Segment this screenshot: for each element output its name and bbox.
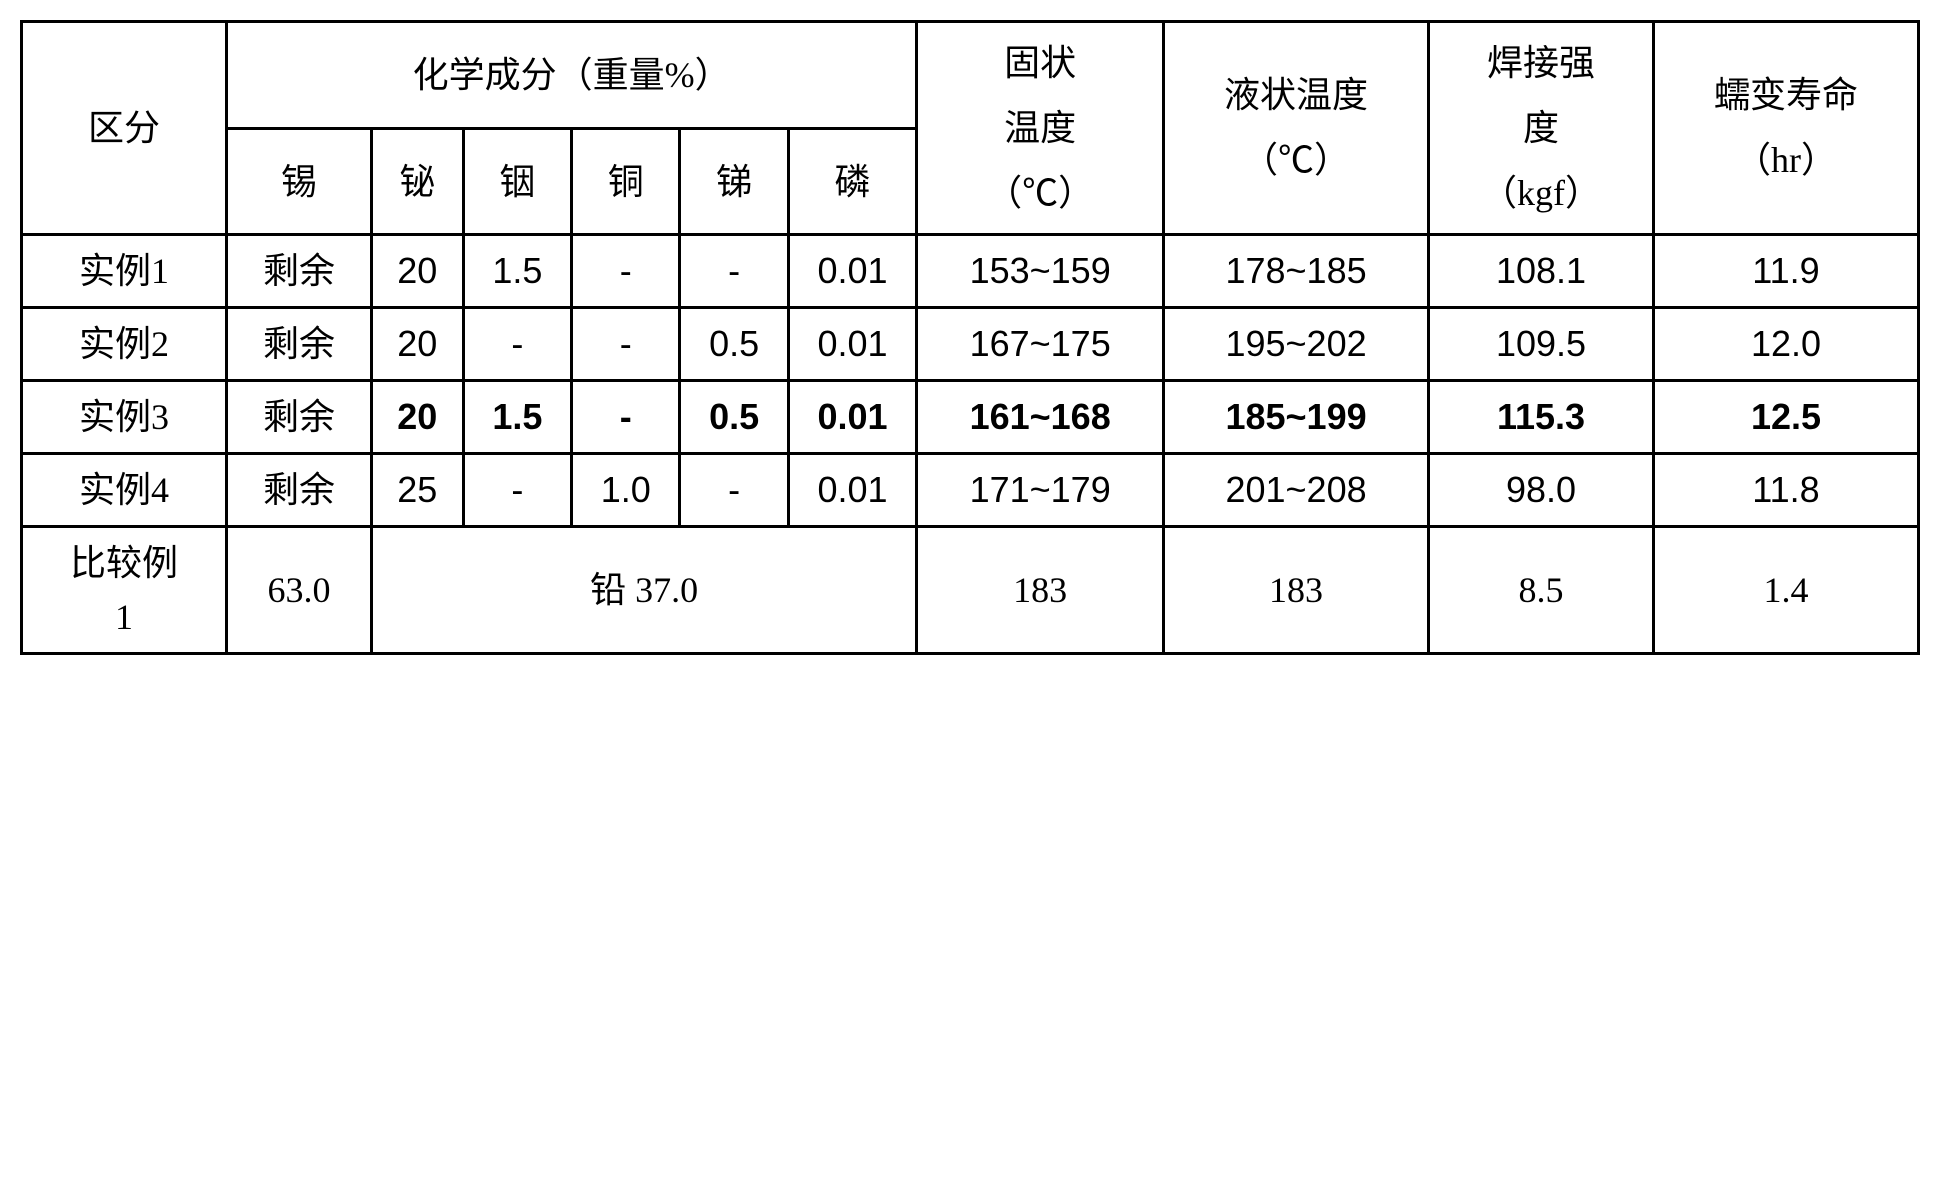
header-in: 铟 xyxy=(463,128,571,235)
cell-creep: 12.0 xyxy=(1653,308,1918,381)
cell-creep: 11.8 xyxy=(1653,454,1918,527)
cell-cu: - xyxy=(572,381,680,454)
table-row: 实例4 剩余 25 - 1.0 - 0.01 171~179 201~208 9… xyxy=(22,454,1919,527)
composition-table: 区分 化学成分（重量%） 固状 温度 （℃） 液状温度 （℃） 焊接强 度 （k… xyxy=(20,20,1920,655)
cell-solid: 183 xyxy=(917,527,1164,654)
cell-label: 实例3 xyxy=(22,381,227,454)
compare-row: 比较例 1 63.0 铅 37.0 183 183 8.5 1.4 xyxy=(22,527,1919,654)
cell-solid: 161~168 xyxy=(917,381,1164,454)
header-cu: 铜 xyxy=(572,128,680,235)
cell-solid: 171~179 xyxy=(917,454,1164,527)
cell-sb: - xyxy=(680,235,788,308)
cell-cu: - xyxy=(572,235,680,308)
header-row-1: 区分 化学成分（重量%） 固状 温度 （℃） 液状温度 （℃） 焊接强 度 （k… xyxy=(22,22,1919,129)
cell-label: 实例4 xyxy=(22,454,227,527)
cell-strength: 115.3 xyxy=(1429,381,1654,454)
cell-liquid: 178~185 xyxy=(1164,235,1429,308)
cell-cu: - xyxy=(572,308,680,381)
cell-creep: 12.5 xyxy=(1653,381,1918,454)
header-creep-life: 蠕变寿命 （hr） xyxy=(1653,22,1918,235)
header-bi: 铋 xyxy=(371,128,463,235)
cell-liquid: 201~208 xyxy=(1164,454,1429,527)
header-category: 区分 xyxy=(22,22,227,235)
cell-creep: 1.4 xyxy=(1653,527,1918,654)
cell-solid: 167~175 xyxy=(917,308,1164,381)
cell-in: 1.5 xyxy=(463,235,571,308)
cell-liquid: 185~199 xyxy=(1164,381,1429,454)
cell-in: - xyxy=(463,308,571,381)
cell-strength: 98.0 xyxy=(1429,454,1654,527)
cell-liquid: 183 xyxy=(1164,527,1429,654)
cell-p: 0.01 xyxy=(788,235,916,308)
cell-sb: 0.5 xyxy=(680,381,788,454)
header-sn: 锡 xyxy=(226,128,371,235)
cell-sb: 0.5 xyxy=(680,308,788,381)
cell-sn: 63.0 xyxy=(226,527,371,654)
cell-solid: 153~159 xyxy=(917,235,1164,308)
table-row: 实例1 剩余 20 1.5 - - 0.01 153~159 178~185 1… xyxy=(22,235,1919,308)
cell-strength: 108.1 xyxy=(1429,235,1654,308)
header-p: 磷 xyxy=(788,128,916,235)
header-sb: 锑 xyxy=(680,128,788,235)
cell-in: - xyxy=(463,454,571,527)
table-row: 实例2 剩余 20 - - 0.5 0.01 167~175 195~202 1… xyxy=(22,308,1919,381)
cell-sb: - xyxy=(680,454,788,527)
cell-cu: 1.0 xyxy=(572,454,680,527)
cell-label: 比较例 1 xyxy=(22,527,227,654)
cell-liquid: 195~202 xyxy=(1164,308,1429,381)
header-liquid-temp: 液状温度 （℃） xyxy=(1164,22,1429,235)
cell-p: 0.01 xyxy=(788,308,916,381)
cell-sn: 剩余 xyxy=(226,235,371,308)
header-composition: 化学成分（重量%） xyxy=(226,22,916,129)
cell-p: 0.01 xyxy=(788,381,916,454)
cell-label: 实例2 xyxy=(22,308,227,381)
cell-in: 1.5 xyxy=(463,381,571,454)
cell-bi: 20 xyxy=(371,381,463,454)
cell-creep: 11.9 xyxy=(1653,235,1918,308)
cell-sn: 剩余 xyxy=(226,454,371,527)
cell-sn: 剩余 xyxy=(226,381,371,454)
header-solid-temp: 固状 温度 （℃） xyxy=(917,22,1164,235)
cell-label: 实例1 xyxy=(22,235,227,308)
cell-strength: 109.5 xyxy=(1429,308,1654,381)
cell-strength: 8.5 xyxy=(1429,527,1654,654)
table-row: 实例3 剩余 20 1.5 - 0.5 0.01 161~168 185~199… xyxy=(22,381,1919,454)
cell-bi: 25 xyxy=(371,454,463,527)
cell-rest: 铅 37.0 xyxy=(371,527,916,654)
cell-bi: 20 xyxy=(371,235,463,308)
cell-bi: 20 xyxy=(371,308,463,381)
cell-p: 0.01 xyxy=(788,454,916,527)
header-weld-strength: 焊接强 度 （kgf） xyxy=(1429,22,1654,235)
cell-sn: 剩余 xyxy=(226,308,371,381)
